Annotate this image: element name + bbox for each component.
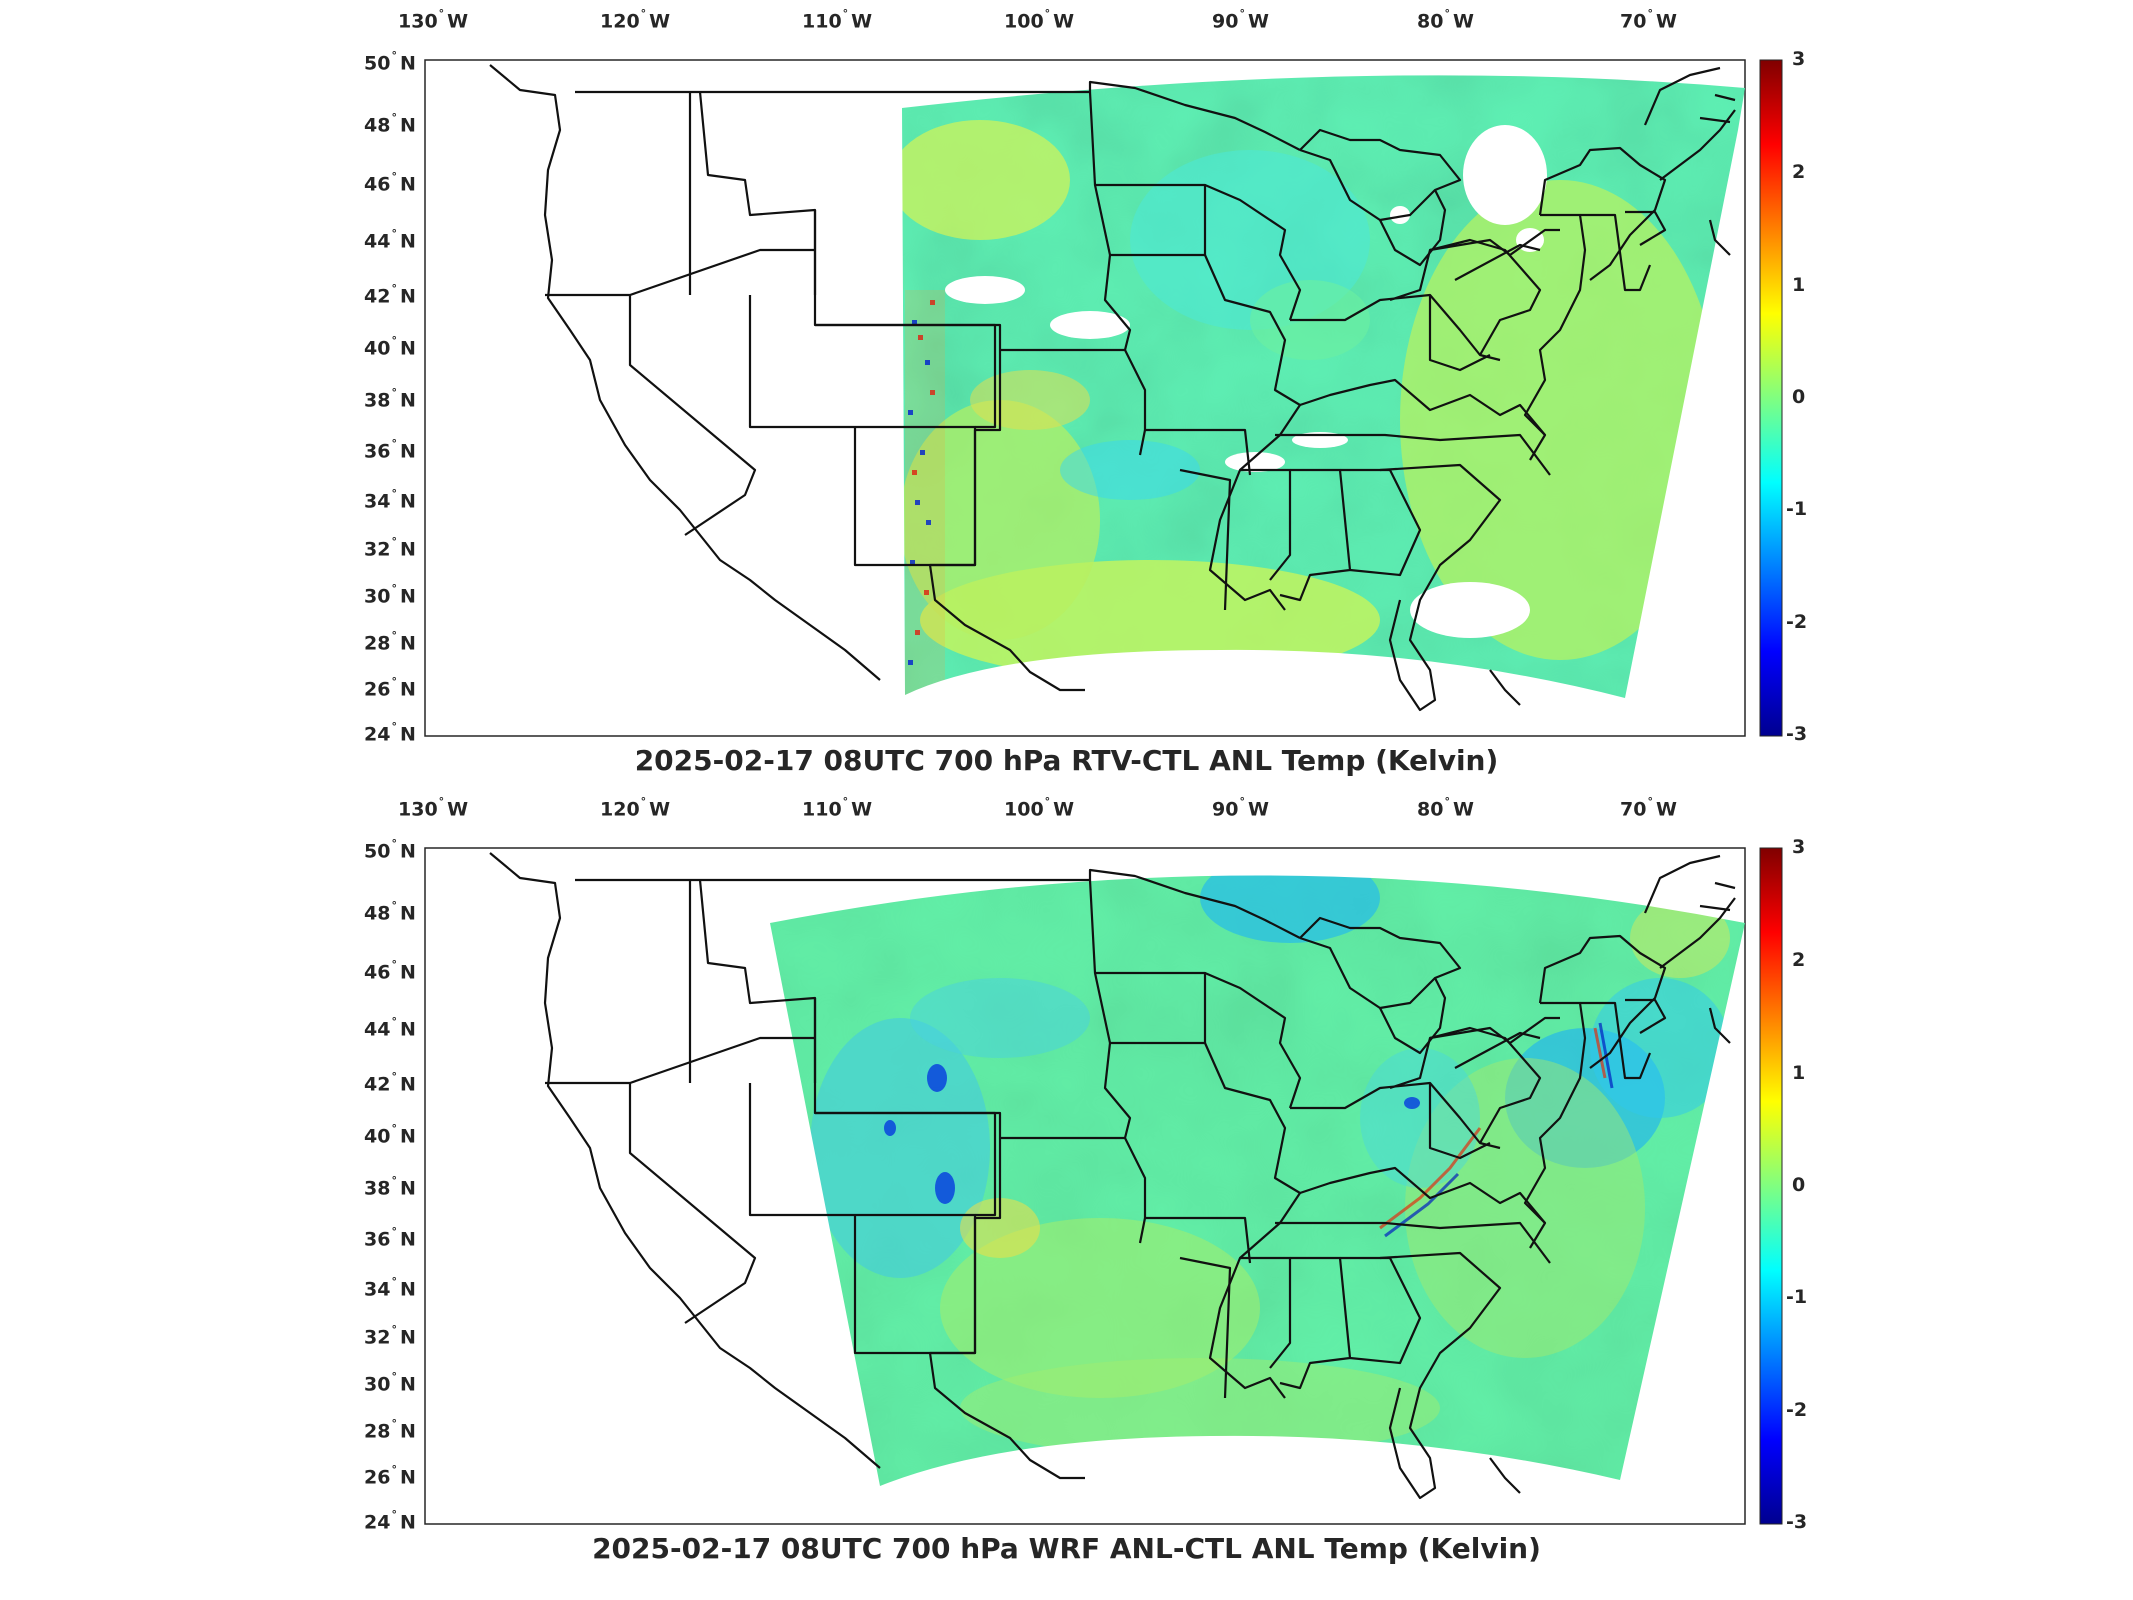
colorbar: [1759, 59, 1783, 737]
lat-label-32: 32° N: [364, 535, 416, 561]
colorbar-tick: 1: [1792, 1062, 1806, 1084]
lon-label-90: 90° W: [1212, 7, 1269, 33]
colorbar-tick: -3: [1786, 1511, 1808, 1533]
temperature-field: [902, 75, 1745, 698]
colorbar-tick: -1: [1786, 498, 1808, 520]
lat-label-30: 30° N: [364, 1370, 416, 1396]
lat-label-42: 42° N: [364, 1070, 416, 1096]
colorbar-tick: 0: [1792, 1174, 1806, 1196]
colorbar-tick: 2: [1792, 949, 1806, 971]
colorbar-tick: 1: [1792, 274, 1806, 296]
lon-label-80: 80° W: [1417, 7, 1474, 33]
lon-label-130: 130° W: [398, 7, 469, 33]
lat-label-38: 38° N: [364, 1174, 416, 1200]
temperature-field: [770, 875, 1745, 1486]
bottom-map-svg: [424, 847, 1783, 1525]
state-boundaries: [489, 852, 1736, 1500]
lon-label-100: 100° W: [1004, 7, 1075, 33]
lat-label-26: 26° N: [364, 675, 416, 701]
lat-label-34: 34° N: [364, 487, 416, 513]
lon-label-70: 70° W: [1620, 795, 1677, 821]
top-map-svg: [424, 59, 1783, 737]
colorbar-tick: 0: [1792, 386, 1806, 408]
lon-label-80: 80° W: [1417, 795, 1474, 821]
colorbar-tick: -3: [1786, 723, 1808, 745]
lon-label-100: 100° W: [1004, 795, 1075, 821]
lat-label-36: 36° N: [364, 1225, 416, 1251]
lat-label-32: 32° N: [364, 1323, 416, 1349]
lat-label-34: 34° N: [364, 1275, 416, 1301]
panel-title: 2025-02-17 08UTC 700 hPa RTV-CTL ANL Tem…: [634, 744, 1499, 777]
colorbar-tick: -2: [1786, 1399, 1808, 1421]
colorbar-tick: -1: [1786, 1286, 1808, 1308]
lat-label-46: 46° N: [364, 958, 416, 984]
state-boundaries: [489, 64, 1736, 712]
lon-label-120: 120° W: [600, 7, 671, 33]
lon-label-90: 90° W: [1212, 795, 1269, 821]
lon-label-130: 130° W: [398, 795, 469, 821]
lat-label-36: 36° N: [364, 437, 416, 463]
lat-label-28: 28° N: [364, 629, 416, 655]
colorbar-tick: 3: [1792, 48, 1806, 70]
lat-label-42: 42° N: [364, 282, 416, 308]
lat-label-24: 24° N: [364, 720, 416, 746]
lat-label-44: 44° N: [364, 227, 416, 253]
lat-label-50: 50° N: [364, 837, 416, 863]
panel-title: 2025-02-17 08UTC 700 hPa WRF ANL-CTL ANL…: [592, 1532, 1541, 1565]
lat-label-40: 40° N: [364, 334, 416, 360]
colorbar-tick: 3: [1792, 836, 1806, 858]
lon-label-120: 120° W: [600, 795, 671, 821]
lat-label-50: 50° N: [364, 49, 416, 75]
lat-label-28: 28° N: [364, 1417, 416, 1443]
colorbar-tick: -2: [1786, 611, 1808, 633]
colorbar-tick: 2: [1792, 161, 1806, 183]
lat-label-40: 40° N: [364, 1122, 416, 1148]
lat-label-48: 48° N: [364, 899, 416, 925]
lon-label-110: 110° W: [802, 7, 873, 33]
lat-label-24: 24° N: [364, 1508, 416, 1534]
lat-label-30: 30° N: [364, 582, 416, 608]
bottom-map-panel: 130° W 120° W 110° W 100° W 90° W 80° W 70° W 5…: [0, 788, 2133, 1588]
lon-label-110: 110° W: [802, 795, 873, 821]
top-map-panel: 130° W 120° W 110° W 100° W 90° W 80° W 70° W 5…: [364, 7, 1808, 777]
lat-label-38: 38° N: [364, 386, 416, 412]
lon-label-70: 70° W: [1620, 7, 1677, 33]
lat-label-48: 48° N: [364, 111, 416, 137]
lat-label-26: 26° N: [364, 1463, 416, 1489]
lat-label-44: 44° N: [364, 1015, 416, 1041]
colorbar: [1759, 847, 1783, 1525]
lat-label-46: 46° N: [364, 170, 416, 196]
